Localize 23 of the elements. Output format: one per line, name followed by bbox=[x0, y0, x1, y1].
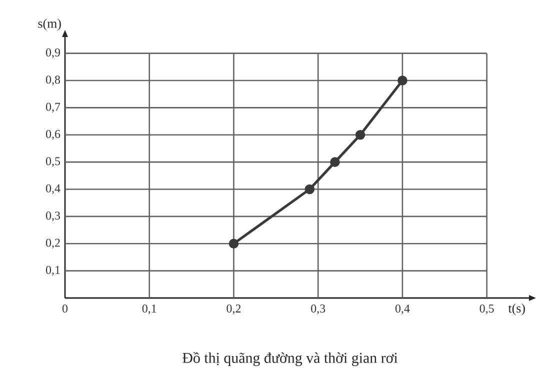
x-tick-label: 0,5 bbox=[480, 304, 494, 314]
point bbox=[304, 184, 315, 194]
text: Đồ thị quãng đường và thời gian rơi bbox=[182, 352, 398, 366]
y-axis-title: s(m) bbox=[38, 18, 61, 30]
point bbox=[355, 130, 366, 140]
y-tick-label: 0,9 bbox=[46, 48, 60, 58]
x-tick-label: 0 bbox=[62, 304, 68, 313]
y-tick-label: 0,4 bbox=[46, 184, 60, 194]
x-tick-label: 0,3 bbox=[311, 304, 326, 314]
y-tick-label: 0,8 bbox=[46, 76, 60, 86]
y-tick-label: 0,3 bbox=[46, 212, 60, 222]
y-tick-label: 0,5 bbox=[46, 157, 60, 167]
y-tick-label: 0,6 bbox=[46, 130, 60, 140]
x-tick-label: 0,4 bbox=[395, 304, 410, 314]
y-tick-label: 0,7 bbox=[46, 102, 60, 113]
point bbox=[228, 238, 239, 249]
x-axis-title: t(s) bbox=[508, 304, 525, 316]
point bbox=[330, 157, 340, 167]
x-tick-label: 0,2 bbox=[226, 304, 241, 314]
y-tick-label: 0,2 bbox=[46, 238, 60, 249]
point bbox=[398, 76, 408, 86]
x-tick-label: 0,1 bbox=[142, 304, 156, 314]
y-tick-label: 0,1 bbox=[46, 266, 60, 276]
